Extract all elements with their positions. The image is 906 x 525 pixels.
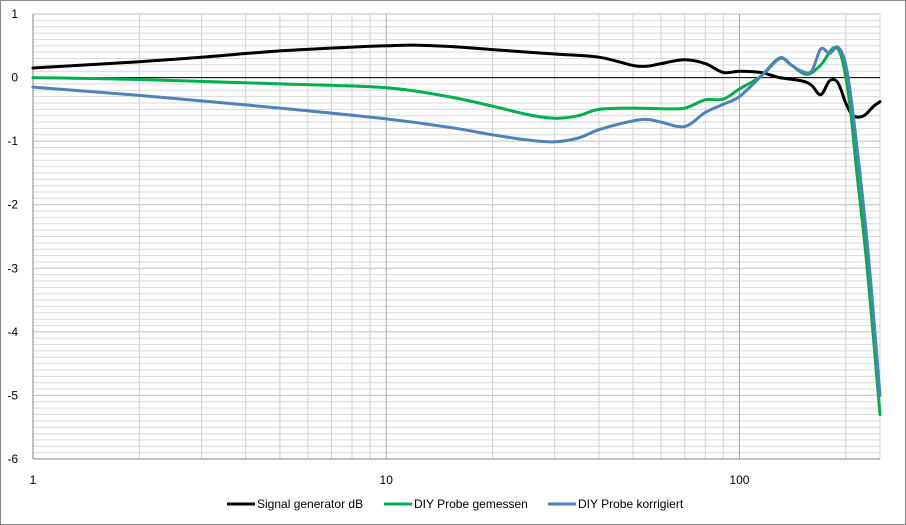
y-tick-label: 0 <box>11 71 18 85</box>
series-line-3 <box>31 45 882 397</box>
x-tick-label: 100 <box>729 473 749 487</box>
series-layer <box>31 43 882 416</box>
y-tick-label: -5 <box>7 388 18 402</box>
tick-labels: 10-1-2-3-4-5-61 10 100 <box>7 7 749 487</box>
legend-label: DIY Probe korrigiert <box>578 497 684 511</box>
y-tick-label: -1 <box>7 134 18 148</box>
y-tick-label: -2 <box>7 198 18 212</box>
y-tick-label: -6 <box>7 452 18 466</box>
x-tick-label: 1 <box>30 473 37 487</box>
x-tick-label: 10 <box>380 473 394 487</box>
series-line-1 <box>31 43 882 119</box>
y-tick-label: -4 <box>7 325 18 339</box>
legend-label: DIY Probe gemessen <box>414 497 528 511</box>
legend: Signal generator dB DIY Probe gemessen DIY… <box>227 497 684 511</box>
y-tick-label: 1 <box>11 7 18 21</box>
series-line-2 <box>31 45 882 416</box>
y-tick-label: -3 <box>7 261 18 275</box>
legend-label: Signal generator dB <box>257 497 363 511</box>
